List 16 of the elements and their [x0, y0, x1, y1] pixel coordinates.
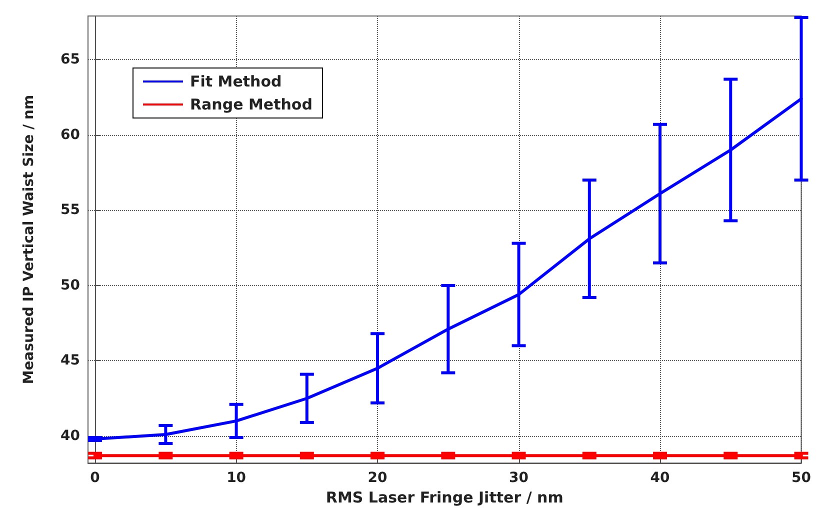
x-tick-label: 30	[509, 470, 529, 486]
x-tick-label: 50	[792, 470, 812, 486]
y-tick-label: 40	[60, 428, 80, 444]
x-axis-title: RMS Laser Fringe Jitter / nm	[326, 488, 564, 506]
x-tick-label: 10	[226, 470, 246, 486]
legend-label: Fit Method	[190, 72, 282, 90]
y-tick-label: 60	[60, 126, 80, 143]
x-tick-label: 0	[90, 470, 100, 486]
y-tick-label: 65	[60, 52, 80, 68]
x-tick-label: 20	[368, 470, 388, 486]
y-tick-label: 50	[60, 277, 80, 294]
y-tick-label: 55	[60, 202, 80, 218]
y-tick-label: 45	[60, 352, 80, 369]
x-tick-label: 40	[650, 470, 670, 486]
legend-label: Range Method	[190, 96, 312, 114]
y-axis-title: Measured IP Vertical Waist Size / nm	[21, 94, 37, 384]
